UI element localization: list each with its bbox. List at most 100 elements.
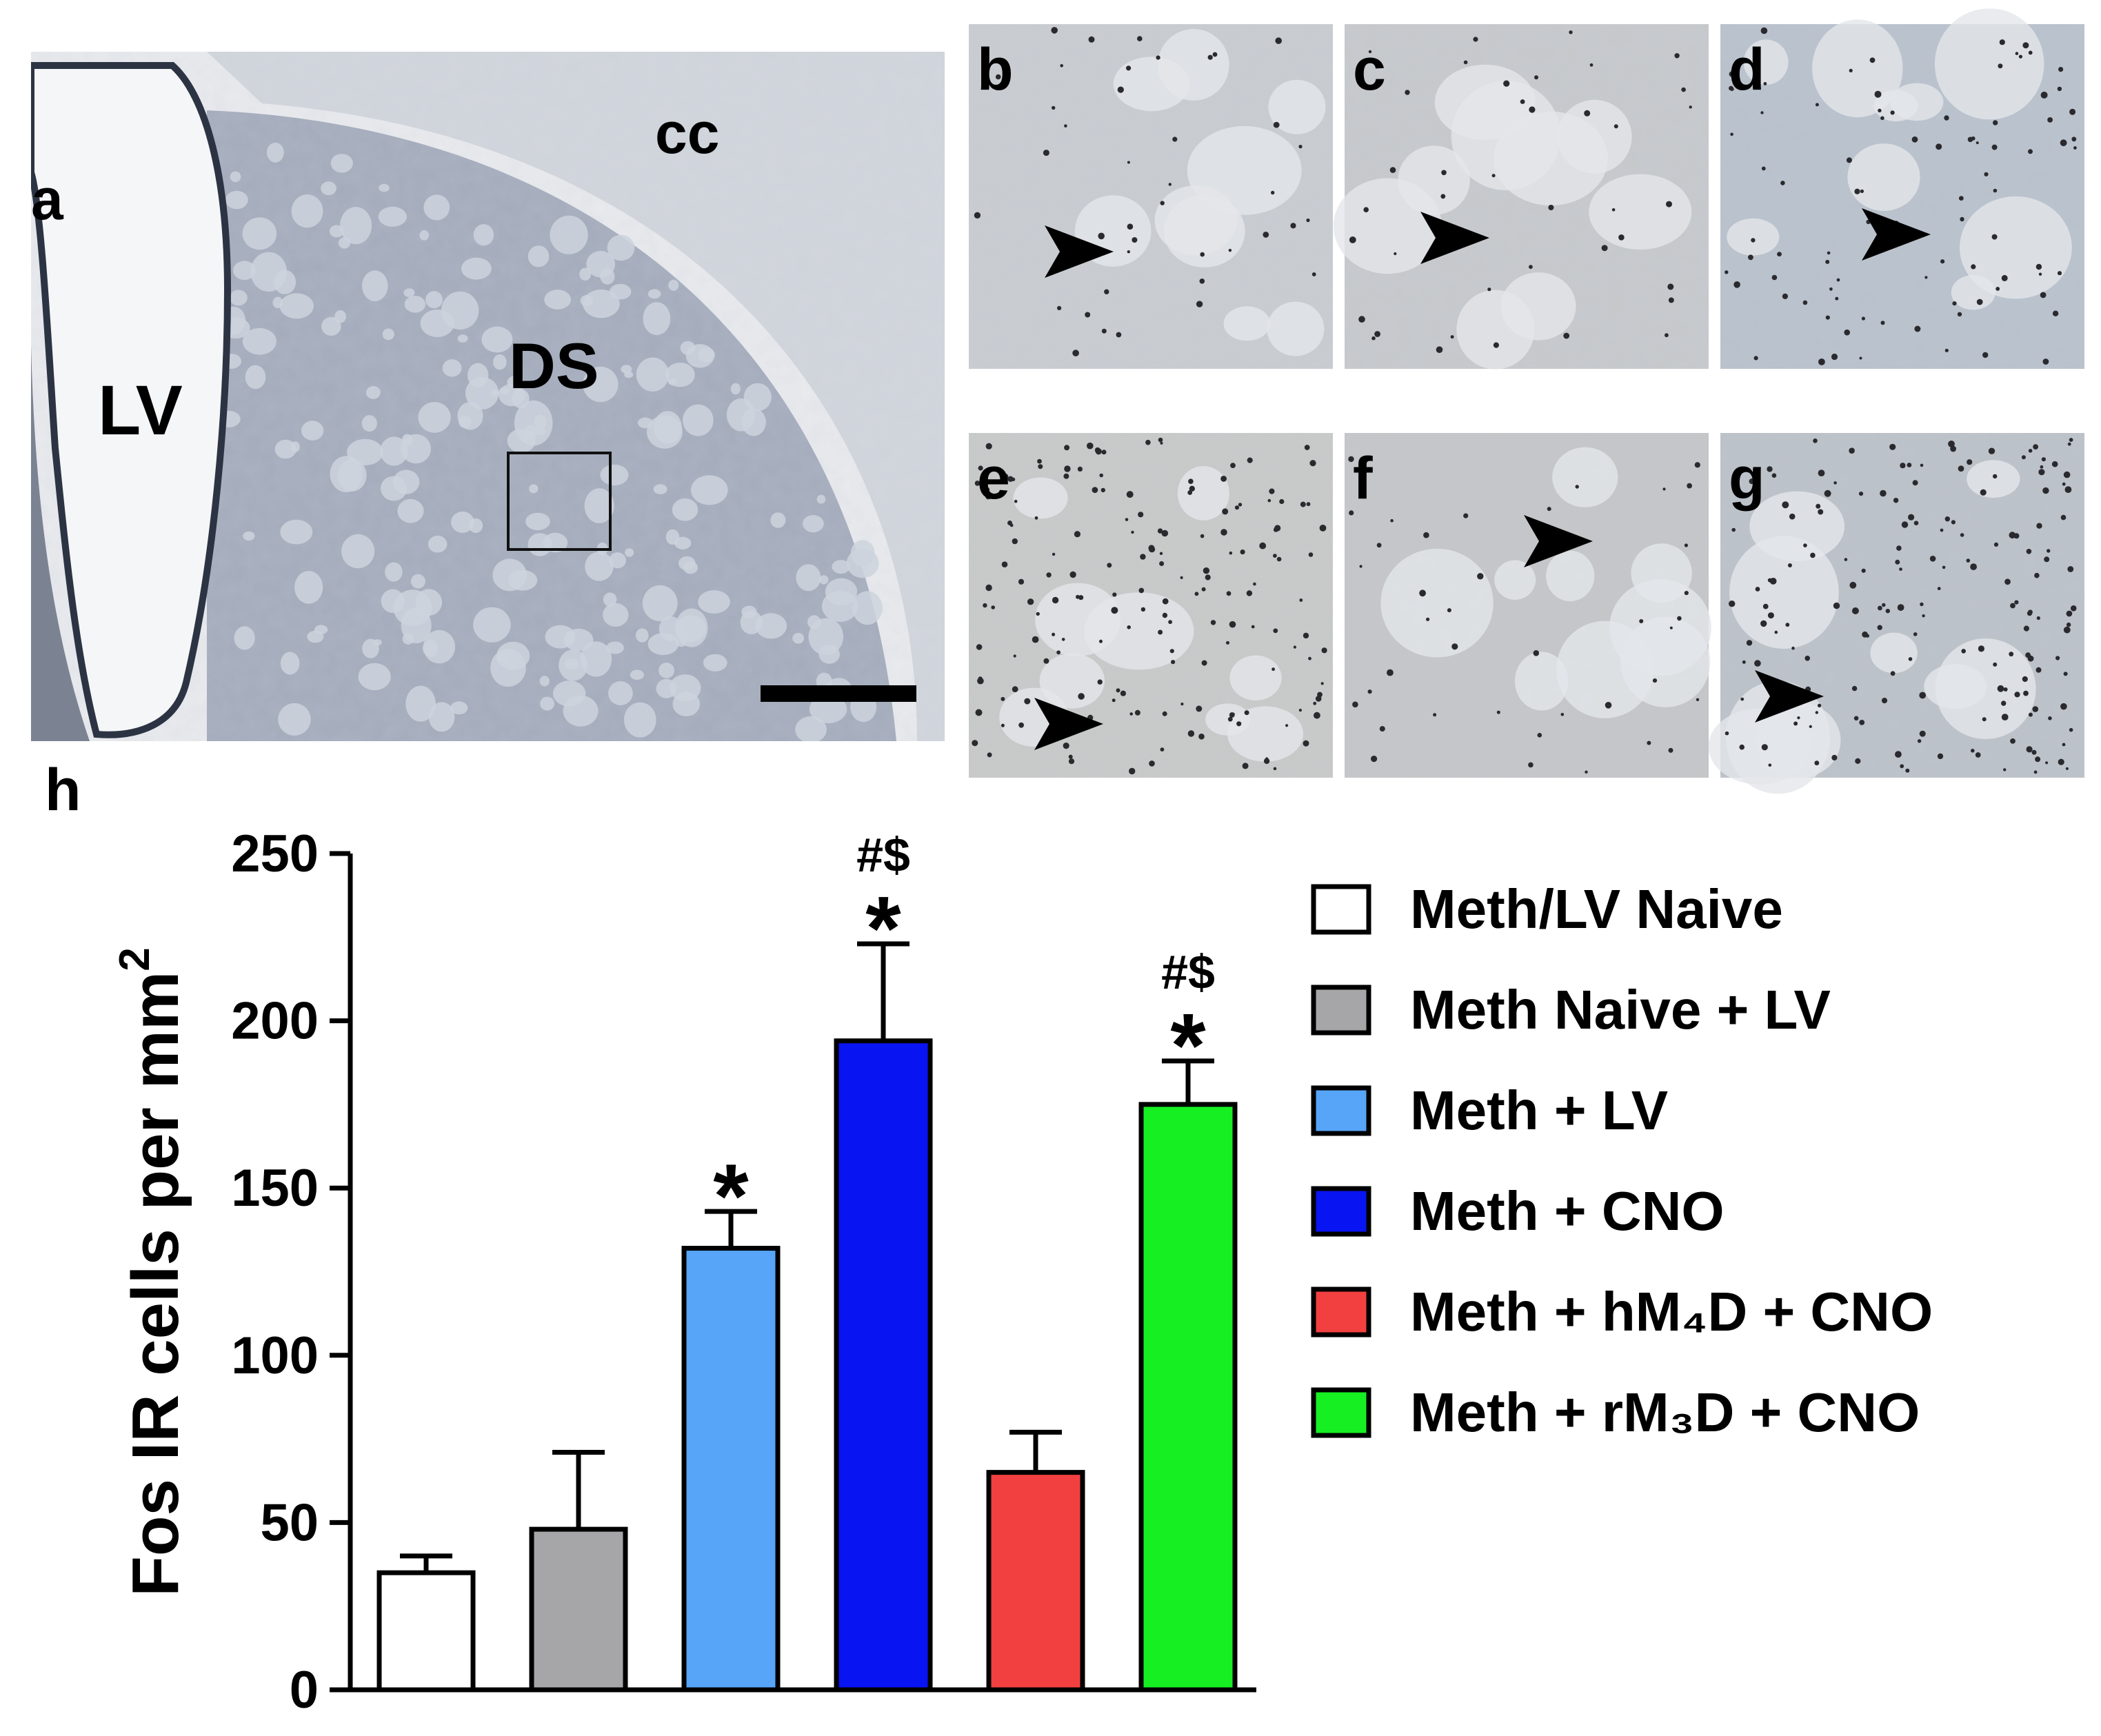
fos-positive-cell xyxy=(1246,590,1253,596)
fos-positive-cell xyxy=(1529,265,1533,269)
fos-positive-cell xyxy=(1201,587,1206,592)
fos-positive-cell xyxy=(1394,252,1397,256)
fiber-bundle xyxy=(540,696,554,711)
fos-positive-cell xyxy=(1944,115,1949,121)
fos-positive-cell xyxy=(2001,274,2008,281)
fiber-bundle xyxy=(1727,218,1780,256)
fiber-bundle xyxy=(405,685,436,722)
fos-positive-cell xyxy=(2064,486,2072,493)
fos-positive-cell xyxy=(1064,465,1071,472)
fiber-bundle xyxy=(740,610,763,634)
fos-positive-cell xyxy=(1908,657,1913,661)
fos-positive-cell xyxy=(1913,632,1918,636)
fiber-bundle xyxy=(698,590,730,614)
fos-positive-cell xyxy=(1993,120,1998,125)
fos-positive-cell xyxy=(1275,37,1282,44)
fos-positive-cell xyxy=(1037,458,1042,464)
fos-positive-cell xyxy=(1129,767,1136,775)
fiber-bundle xyxy=(378,206,407,227)
fiber-bundle xyxy=(508,569,538,591)
fiber-bundle xyxy=(278,703,311,736)
fos-positive-cell xyxy=(1229,620,1236,628)
fiber-bundle xyxy=(1749,491,1845,561)
fiber-bundle xyxy=(638,417,653,429)
fos-positive-cell xyxy=(2001,700,2007,706)
fos-positive-cell xyxy=(1063,743,1069,749)
fos-positive-cell xyxy=(2045,761,2049,765)
fiber-bundle xyxy=(473,224,494,246)
fiber-bundle xyxy=(1177,466,1229,521)
fos-positive-cell xyxy=(1993,474,1998,479)
fos-positive-cell xyxy=(1668,747,1673,753)
fos-positive-cell xyxy=(1785,623,1790,627)
fos-positive-cell xyxy=(1463,60,1468,65)
fos-positive-cell xyxy=(2035,263,2042,270)
fos-positive-cell xyxy=(1922,614,1925,618)
fos-positive-cell xyxy=(1293,645,1296,649)
fos-positive-cell xyxy=(2040,91,2048,99)
fos-positive-cell xyxy=(1125,518,1129,521)
fos-positive-cell xyxy=(1473,37,1478,42)
fos-positive-cell xyxy=(1589,63,1594,67)
fos-positive-cell xyxy=(984,487,990,493)
fos-positive-cell xyxy=(1161,529,1169,537)
fos-positive-cell xyxy=(1126,491,1134,498)
fos-positive-cell xyxy=(1436,346,1443,353)
fos-positive-cell xyxy=(1240,549,1245,555)
fos-positive-cell xyxy=(1315,696,1322,702)
fiber-bundle xyxy=(584,488,614,523)
fos-positive-cell xyxy=(1503,80,1510,87)
fos-positive-cell xyxy=(1187,730,1195,737)
fiber-bundle xyxy=(603,603,629,627)
fos-positive-cell xyxy=(983,603,987,608)
bar xyxy=(834,1038,933,1693)
fos-positive-cell xyxy=(1782,501,1789,509)
fos-positive-cell xyxy=(2058,758,2064,765)
fiber-bundle xyxy=(1552,447,1618,507)
fos-positive-cell xyxy=(1313,701,1317,705)
fiber-bundle xyxy=(755,613,787,639)
fos-positive-cell xyxy=(1092,487,1098,494)
fiber-bundle xyxy=(230,171,241,183)
bar xyxy=(529,1526,628,1693)
fos-positive-cell xyxy=(2066,610,2073,617)
fos-positive-cell xyxy=(2057,86,2062,92)
fos-positive-cell xyxy=(1440,194,1446,199)
fiber-bundle xyxy=(279,293,314,319)
fos-positive-cell xyxy=(2047,117,2053,123)
fos-positive-cell xyxy=(2047,549,2051,553)
fiber-bundle xyxy=(457,401,483,430)
fos-positive-cell xyxy=(1496,710,1500,714)
fos-positive-cell xyxy=(1159,561,1165,566)
fos-positive-cell xyxy=(1137,36,1143,41)
fos-positive-cell xyxy=(1236,721,1242,727)
fos-positive-cell xyxy=(1895,559,1900,565)
fos-positive-cell xyxy=(1140,554,1146,560)
fiber-bundle xyxy=(380,476,408,501)
fos-positive-cell xyxy=(1958,465,1964,472)
fos-positive-cell xyxy=(1961,649,1966,654)
fiber-bundle xyxy=(683,404,714,436)
fos-positive-cell xyxy=(1228,248,1232,252)
fiber-bundle xyxy=(586,251,616,278)
fos-positive-cell xyxy=(1426,617,1430,621)
legend-label: Meth + CNO xyxy=(1410,1180,1725,1242)
lateral-ventricle xyxy=(31,62,232,738)
legend-swatch xyxy=(1311,1286,1371,1338)
fos-positive-cell xyxy=(1967,459,1973,465)
fiber-bundle xyxy=(544,290,572,310)
fos-positive-cell xyxy=(2003,687,2008,692)
fiber-bundle xyxy=(683,561,698,574)
fos-positive-cell xyxy=(2027,611,2033,616)
bar xyxy=(376,1570,476,1693)
fiber-bundle xyxy=(341,534,375,569)
fos-positive-cell xyxy=(1157,528,1163,534)
fos-positive-cell xyxy=(1491,174,1496,178)
fiber-bundle xyxy=(524,425,537,438)
fos-positive-cell xyxy=(1771,274,1778,281)
fiber-bundle xyxy=(832,560,850,574)
fos-positive-cell xyxy=(2055,656,2060,660)
fos-positive-cell xyxy=(1696,698,1700,701)
fiber-bundle xyxy=(290,441,300,452)
fiber-bundle xyxy=(242,217,277,250)
